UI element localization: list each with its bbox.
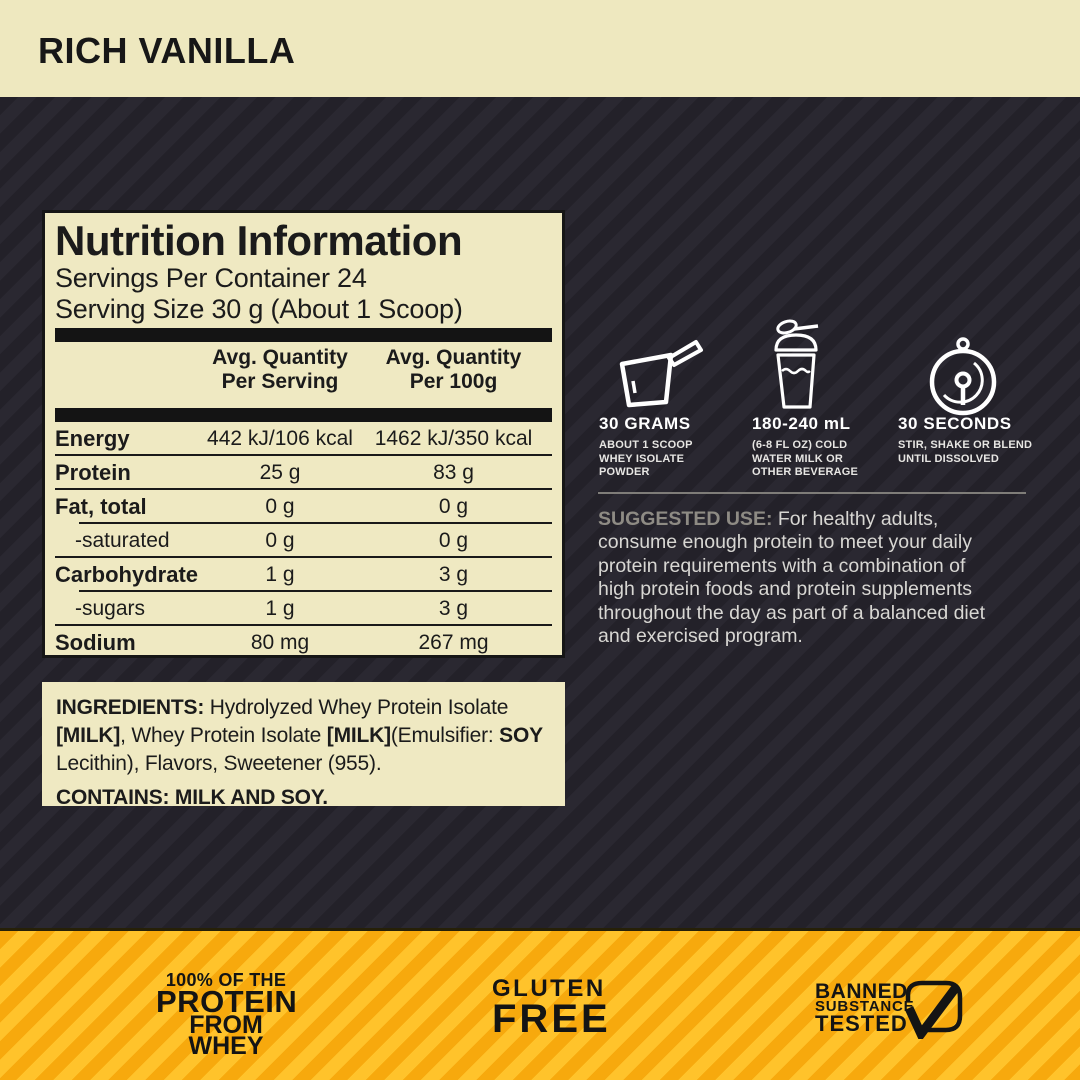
row-value-per-100g: 3 g	[438, 563, 469, 586]
claim-line: GLUTEN	[492, 975, 606, 1002]
servings-per-container: Servings Per Container 24	[55, 263, 367, 293]
nutrition-row-protein: Protein 25 g 83 g	[55, 456, 552, 490]
shaker-icon	[774, 319, 819, 409]
claim-line: 100% OF THE	[165, 970, 287, 990]
table-header-row: Avg. Quantity Per Serving Avg. Quantity …	[55, 342, 552, 400]
row-label: Sodium	[55, 630, 136, 655]
claims-banner: 100% OF THE PROTEIN FROM WHEY GLUTEN FRE…	[0, 928, 1080, 1080]
nutrition-title: Nutrition Information	[55, 217, 463, 264]
column-header-per-serving: Avg. Quantity Per Serving	[212, 346, 348, 393]
section-divider	[598, 492, 1026, 494]
usage-step-mix: 30 SECONDS STIR, SHAKE OR BLEND UNTIL DI…	[898, 414, 1032, 466]
row-label: Energy	[55, 426, 130, 451]
column-header-per-100g: Avg. Quantity Per 100g	[385, 346, 522, 393]
suggested-use-body: For healthy adults, consume enough prote…	[598, 508, 986, 648]
usage-step-liquid: 180-240 mL (6-8 FL OZ) COLD WATER MILK O…	[752, 414, 858, 480]
claim-gluten-free: GLUTEN FREE	[492, 975, 611, 1041]
scoop-icon	[619, 340, 703, 408]
row-value-per-100g: 267 mg	[418, 631, 489, 654]
nutrition-row-saturated-fat: -saturated 0 g 0 g	[55, 524, 552, 558]
row-value-per-100g: 1462 kJ/350 kcal	[374, 427, 533, 450]
row-value-per-serving: 80 mg	[250, 631, 310, 654]
usage-caption: ABOUT 1 SCOOP WHEY ISOLATE POWDER	[599, 439, 693, 478]
allergen-contains-text: CONTAINS: MILK AND SOY.	[56, 786, 328, 809]
usage-caption: STIR, SHAKE OR BLEND UNTIL DISSOLVED	[898, 439, 1033, 465]
claim-line: TESTED	[815, 1011, 908, 1036]
claim-line: SUBSTANCE	[815, 998, 915, 1015]
claim-protein-from-whey: 100% OF THE PROTEIN FROM WHEY	[156, 970, 298, 1060]
row-label: Protein	[55, 460, 131, 485]
nutrition-row-fat: Fat, total 0 g 0 g	[55, 490, 552, 524]
row-label: -sugars	[75, 597, 146, 620]
checkmark-badge-icon	[904, 980, 963, 1039]
claim-banned-substance-tested: BANNED SUBSTANCE TESTED	[815, 980, 915, 1036]
row-label: Fat, total	[55, 494, 147, 519]
nutrition-row-sugars: -sugars 1 g 3 g	[55, 592, 552, 626]
ingredients-text: INGREDIENTS: Hydrolyzed Whey Protein Iso…	[56, 696, 543, 775]
row-value-per-serving: 25 g	[259, 461, 301, 484]
row-value-per-serving: 0 g	[265, 529, 295, 552]
usage-heading: 180-240 mL	[752, 414, 851, 433]
row-value-per-100g: 0 g	[438, 529, 469, 552]
row-value-per-serving: 1 g	[265, 597, 295, 620]
claim-line: BANNED	[815, 980, 908, 1003]
row-value-per-100g: 3 g	[438, 597, 469, 620]
row-value-per-serving: 0 g	[265, 495, 295, 518]
timer-icon	[929, 337, 997, 416]
nutrition-row-energy: Energy 442 kJ/106 kcal 1462 kJ/350 kcal	[55, 422, 552, 456]
serving-size: Serving Size 30 g (About 1 Scoop)	[55, 294, 463, 324]
claim-line: FREE	[492, 997, 611, 1041]
row-label: -saturated	[75, 529, 170, 552]
ingredients-panel: INGREDIENTS: Hydrolyzed Whey Protein Iso…	[42, 682, 565, 809]
suggested-use-text: SUGGESTED USE: For healthy adults, consu…	[598, 508, 1060, 648]
divider-bar	[55, 328, 552, 342]
nutrition-row-sodium: Sodium 80 mg 267 mg	[55, 626, 552, 660]
row-value-per-100g: 83 g	[433, 461, 474, 484]
usage-caption: (6-8 FL OZ) COLD WATER MILK OR OTHER BEV…	[752, 439, 859, 478]
flavor-banner: RICH VANILLA	[0, 0, 1080, 97]
suggested-use-label: SUGGESTED USE:	[598, 508, 778, 530]
divider-bar	[55, 408, 552, 422]
nutrition-panel: Nutrition Information Servings Per Conta…	[42, 210, 565, 658]
row-label: Carbohydrate	[55, 562, 199, 587]
usage-heading: 30 SECONDS	[898, 414, 1012, 433]
label-body: Nutrition Information Servings Per Conta…	[0, 97, 1080, 928]
row-value-per-serving: 1 g	[265, 563, 295, 586]
claim-line: PROTEIN	[156, 984, 298, 1019]
usage-step-scoop: 30 GRAMS ABOUT 1 SCOOP WHEY ISOLATE POWD…	[599, 414, 693, 480]
claim-line: FROM WHEY	[188, 1011, 264, 1060]
row-value-per-100g: 0 g	[438, 495, 469, 518]
nutrition-row-carbohydrate: Carbohydrate 1 g 3 g	[55, 558, 552, 592]
row-value-per-serving: 442 kJ/106 kcal	[207, 427, 353, 450]
usage-heading: 30 GRAMS	[599, 414, 691, 433]
flavor-name: RICH VANILLA	[38, 30, 296, 71]
